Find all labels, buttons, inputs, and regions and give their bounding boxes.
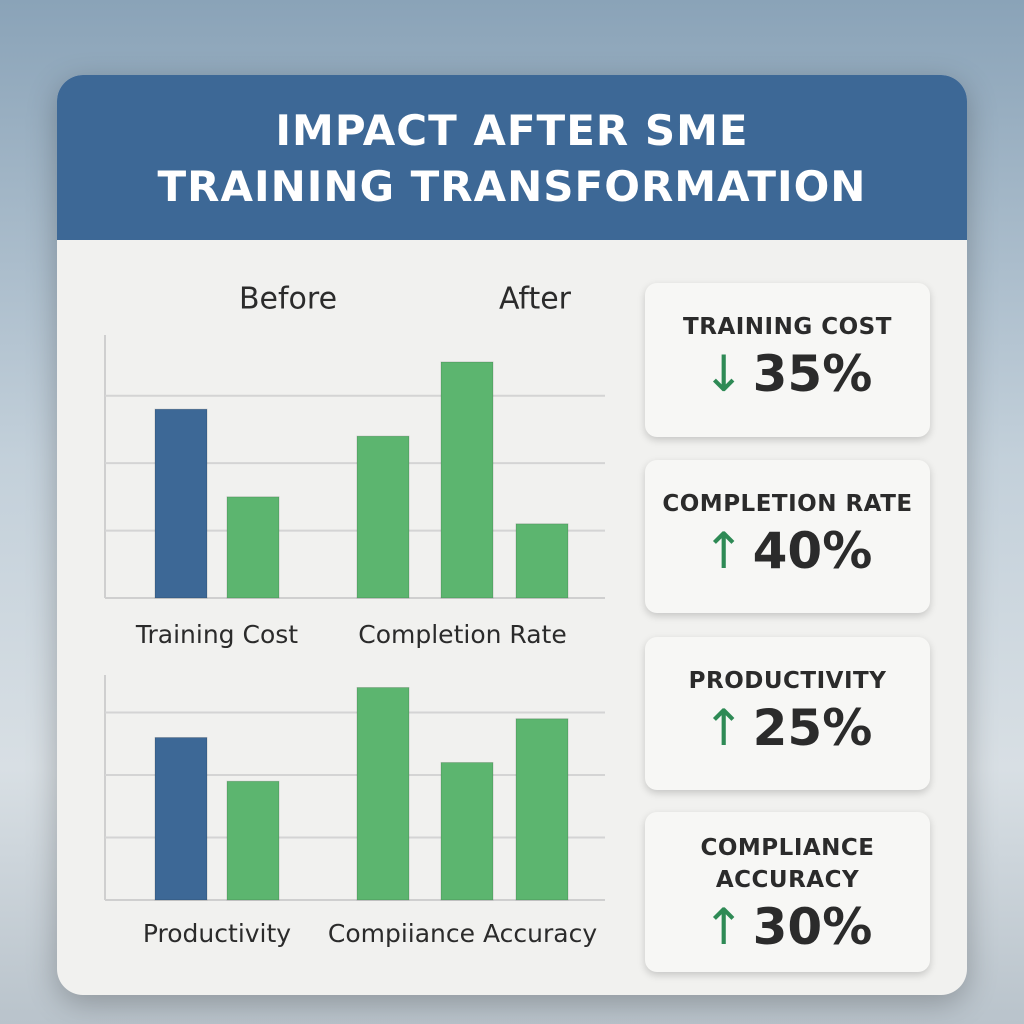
kpi-value: 30% bbox=[752, 898, 873, 956]
bar bbox=[226, 496, 280, 599]
kpi-value: 35% bbox=[752, 345, 873, 403]
bar bbox=[515, 718, 569, 901]
kpi-card: COMPLETION RATE ↑ 40% bbox=[645, 460, 930, 613]
kpi-arrow: ↓ bbox=[702, 345, 745, 403]
kpi-label: ACCURACY bbox=[715, 867, 860, 893]
bar bbox=[440, 762, 494, 901]
category-label: Compiiance Accuracy bbox=[328, 919, 597, 948]
kpi-value: 25% bbox=[752, 699, 873, 757]
legend-label: After bbox=[499, 282, 572, 317]
kpi-label: COMPLETION RATE bbox=[662, 491, 913, 517]
kpi-card: PRODUCTIVITY ↑ 25% bbox=[645, 637, 930, 790]
bar bbox=[226, 780, 280, 901]
kpi-value-row: ↑ 40% bbox=[645, 520, 930, 582]
kpi-card: COMPLIANCE ACCURACY ↑ 30% bbox=[645, 812, 930, 972]
category-label: Productivity bbox=[143, 919, 291, 948]
title-line: IMPACT AFTER SME bbox=[275, 106, 749, 155]
kpi-arrow: ↑ bbox=[702, 898, 745, 956]
title-line: TRAINING TRANSFORMATION bbox=[157, 162, 867, 211]
kpi-value-row: ↑ 25% bbox=[645, 697, 930, 759]
kpi-arrow: ↑ bbox=[702, 522, 745, 580]
category-label: Completion Rate bbox=[358, 620, 566, 649]
kpi-label: TRAINING COST bbox=[683, 314, 892, 340]
kpi-label: COMPLIANCE bbox=[700, 835, 875, 861]
bar bbox=[356, 687, 410, 901]
kpi-label: PRODUCTIVITY bbox=[688, 668, 887, 694]
bar bbox=[154, 737, 208, 901]
header: IMPACT AFTER SME TRAINING TRANSFORMATION bbox=[57, 75, 967, 240]
legend-label: Before bbox=[239, 282, 337, 317]
kpi-card: TRAINING COST ↓ 35% bbox=[645, 283, 930, 437]
bar bbox=[515, 523, 569, 599]
category-label: Training Cost bbox=[135, 620, 298, 649]
bar bbox=[154, 408, 208, 599]
kpi-arrow: ↑ bbox=[702, 699, 745, 757]
kpi-value: 40% bbox=[752, 522, 873, 580]
kpi-value-row: ↑ 30% bbox=[645, 896, 930, 958]
kpi-value-row: ↓ 35% bbox=[645, 343, 930, 405]
bar bbox=[356, 435, 410, 599]
bar bbox=[440, 361, 494, 599]
